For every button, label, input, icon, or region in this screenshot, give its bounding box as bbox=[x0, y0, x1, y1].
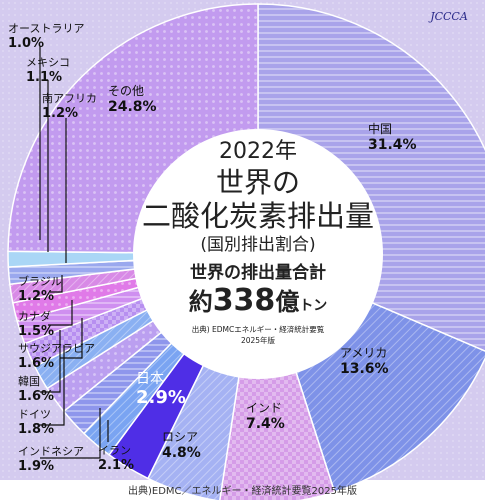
leader-line-4 bbox=[50, 275, 63, 293]
label-name-2: アメリカ bbox=[340, 346, 387, 360]
leader-line-6 bbox=[60, 318, 83, 359]
label-value-13: 1.2% bbox=[42, 106, 78, 121]
label-name-5: 日本 bbox=[136, 371, 164, 387]
total-value: 338 bbox=[213, 283, 276, 318]
label-value-10: 1.6% bbox=[18, 356, 54, 371]
label-value-12: 1.2% bbox=[18, 289, 54, 304]
label-value-14: 1.1% bbox=[26, 70, 62, 85]
label-name-3: インド bbox=[246, 401, 282, 415]
label-value-7: 1.9% bbox=[18, 459, 54, 474]
label-name-13: 南アフリカ bbox=[42, 92, 97, 105]
label-value-3: 7.4% bbox=[246, 416, 285, 432]
slice-labels: 中国31.4%アメリカ13.6%インド7.4%ロシア4.8%日本2.9%イラン2… bbox=[8, 22, 417, 474]
center-subtitle: (国別排出割合) bbox=[200, 235, 315, 255]
label-name-15: オーストラリア bbox=[8, 22, 84, 35]
label-name-1: 中国 bbox=[368, 121, 392, 136]
logo: JCCCA bbox=[428, 10, 468, 23]
label-name-11: カナダ bbox=[18, 309, 51, 323]
center-title-line2: 二酸化炭素排出量 bbox=[142, 199, 374, 233]
label-value-2: 13.6% bbox=[340, 361, 389, 377]
label-value-5: 2.9% bbox=[136, 387, 186, 408]
total-unit-small: トン bbox=[299, 298, 327, 314]
center-total-label: 世界の排出量合計 bbox=[190, 262, 326, 283]
center-source-line2: 2025年版 bbox=[241, 335, 276, 345]
label-name-16: その他 bbox=[108, 84, 144, 98]
label-name-9: 韓国 bbox=[18, 375, 40, 388]
center-title-line1: 世界の bbox=[216, 166, 300, 199]
source-footer: 出典)EDMC／エネルギー・経済統計要覧2025年版 bbox=[128, 486, 357, 497]
label-value-4: 4.8% bbox=[162, 445, 201, 461]
leader-line-8 bbox=[40, 345, 65, 426]
label-value-9: 1.6% bbox=[18, 389, 54, 404]
label-name-8: ドイツ bbox=[18, 408, 51, 421]
label-value-16: 24.8% bbox=[108, 99, 157, 115]
leader-line-9 bbox=[40, 408, 101, 459]
total-prefix: 約 bbox=[189, 288, 213, 316]
label-value-8: 1.8% bbox=[18, 422, 54, 437]
center-year: 2022年 bbox=[219, 139, 297, 164]
label-value-11: 1.5% bbox=[18, 324, 54, 339]
label-name-7: インドネシア bbox=[18, 445, 84, 458]
label-name-4: ロシア bbox=[162, 430, 198, 444]
leader-line-7 bbox=[40, 330, 61, 393]
leader-lines bbox=[39, 46, 109, 459]
center-total: 約338億トン bbox=[189, 283, 328, 318]
label-value-15: 1.0% bbox=[8, 36, 44, 51]
center-disc bbox=[133, 129, 383, 379]
center-source-line1: 出典) EDMCエネルギー・経済統計要覧 bbox=[192, 324, 325, 334]
label-value-1: 31.4% bbox=[368, 137, 417, 153]
leader-line-5 bbox=[48, 300, 73, 326]
label-value-6: 2.1% bbox=[98, 458, 134, 473]
total-unit-big: 億 bbox=[275, 288, 299, 316]
label-name-6: イラン bbox=[98, 444, 131, 457]
label-name-12: ブラジル bbox=[18, 274, 62, 288]
label-name-14: メキシコ bbox=[26, 56, 70, 69]
label-name-10: サウジアラビア bbox=[18, 342, 95, 355]
